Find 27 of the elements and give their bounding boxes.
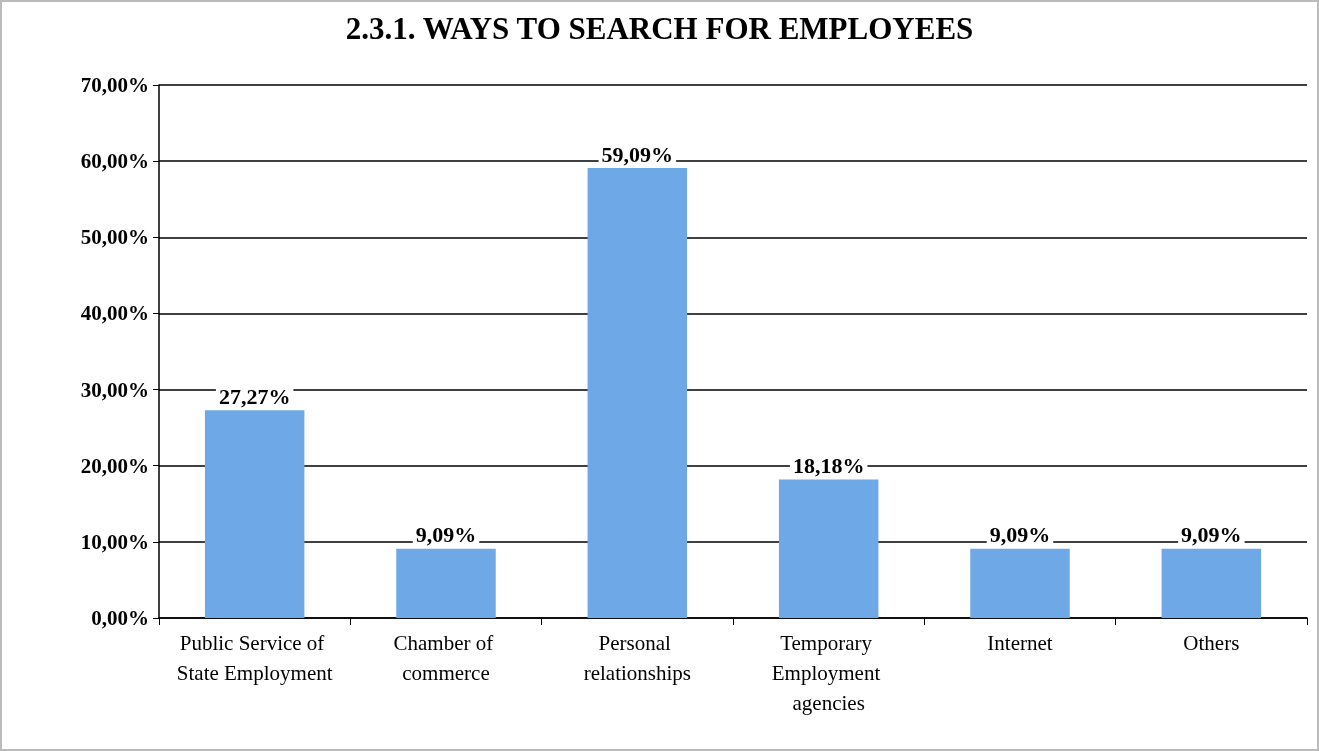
bar xyxy=(396,548,496,618)
y-tick-label: 0,00% xyxy=(91,606,149,630)
bar xyxy=(970,548,1070,618)
data-label: 59,09% xyxy=(601,141,674,167)
x-tick-label: Public Service of State Employment xyxy=(176,631,333,685)
x-tick-label: Chamber of commerce xyxy=(393,631,499,685)
y-tick-label: 40,00% xyxy=(80,301,149,326)
bar xyxy=(204,410,305,618)
bar xyxy=(778,479,879,618)
y-tick-label: 20,00% xyxy=(80,453,149,478)
data-label: 9,09% xyxy=(415,522,477,548)
x-tick-label: Others xyxy=(1183,631,1240,655)
bar xyxy=(1161,548,1262,618)
y-tick-label: 60,00% xyxy=(80,149,149,174)
chart-title: 2.3.1. WAYS TO SEARCH FOR EMPLOYEES xyxy=(345,11,974,46)
x-tick-label: Personal relationships xyxy=(583,631,691,685)
data-label: 9,09% xyxy=(989,522,1051,548)
data-label: 27,27% xyxy=(218,383,291,409)
y-tick-label: 10,00% xyxy=(80,529,149,554)
x-tick-label: Temporary Employment agencies xyxy=(771,631,886,715)
y-tick-label: 50,00% xyxy=(80,225,149,250)
y-tick-label: 70,00% xyxy=(80,73,149,97)
bar xyxy=(587,168,688,618)
y-tick-label: 30,00% xyxy=(80,377,149,402)
data-label: 18,18% xyxy=(792,453,865,479)
data-label: 9,09% xyxy=(1181,522,1242,548)
x-tick-label: Internet xyxy=(987,631,1053,655)
